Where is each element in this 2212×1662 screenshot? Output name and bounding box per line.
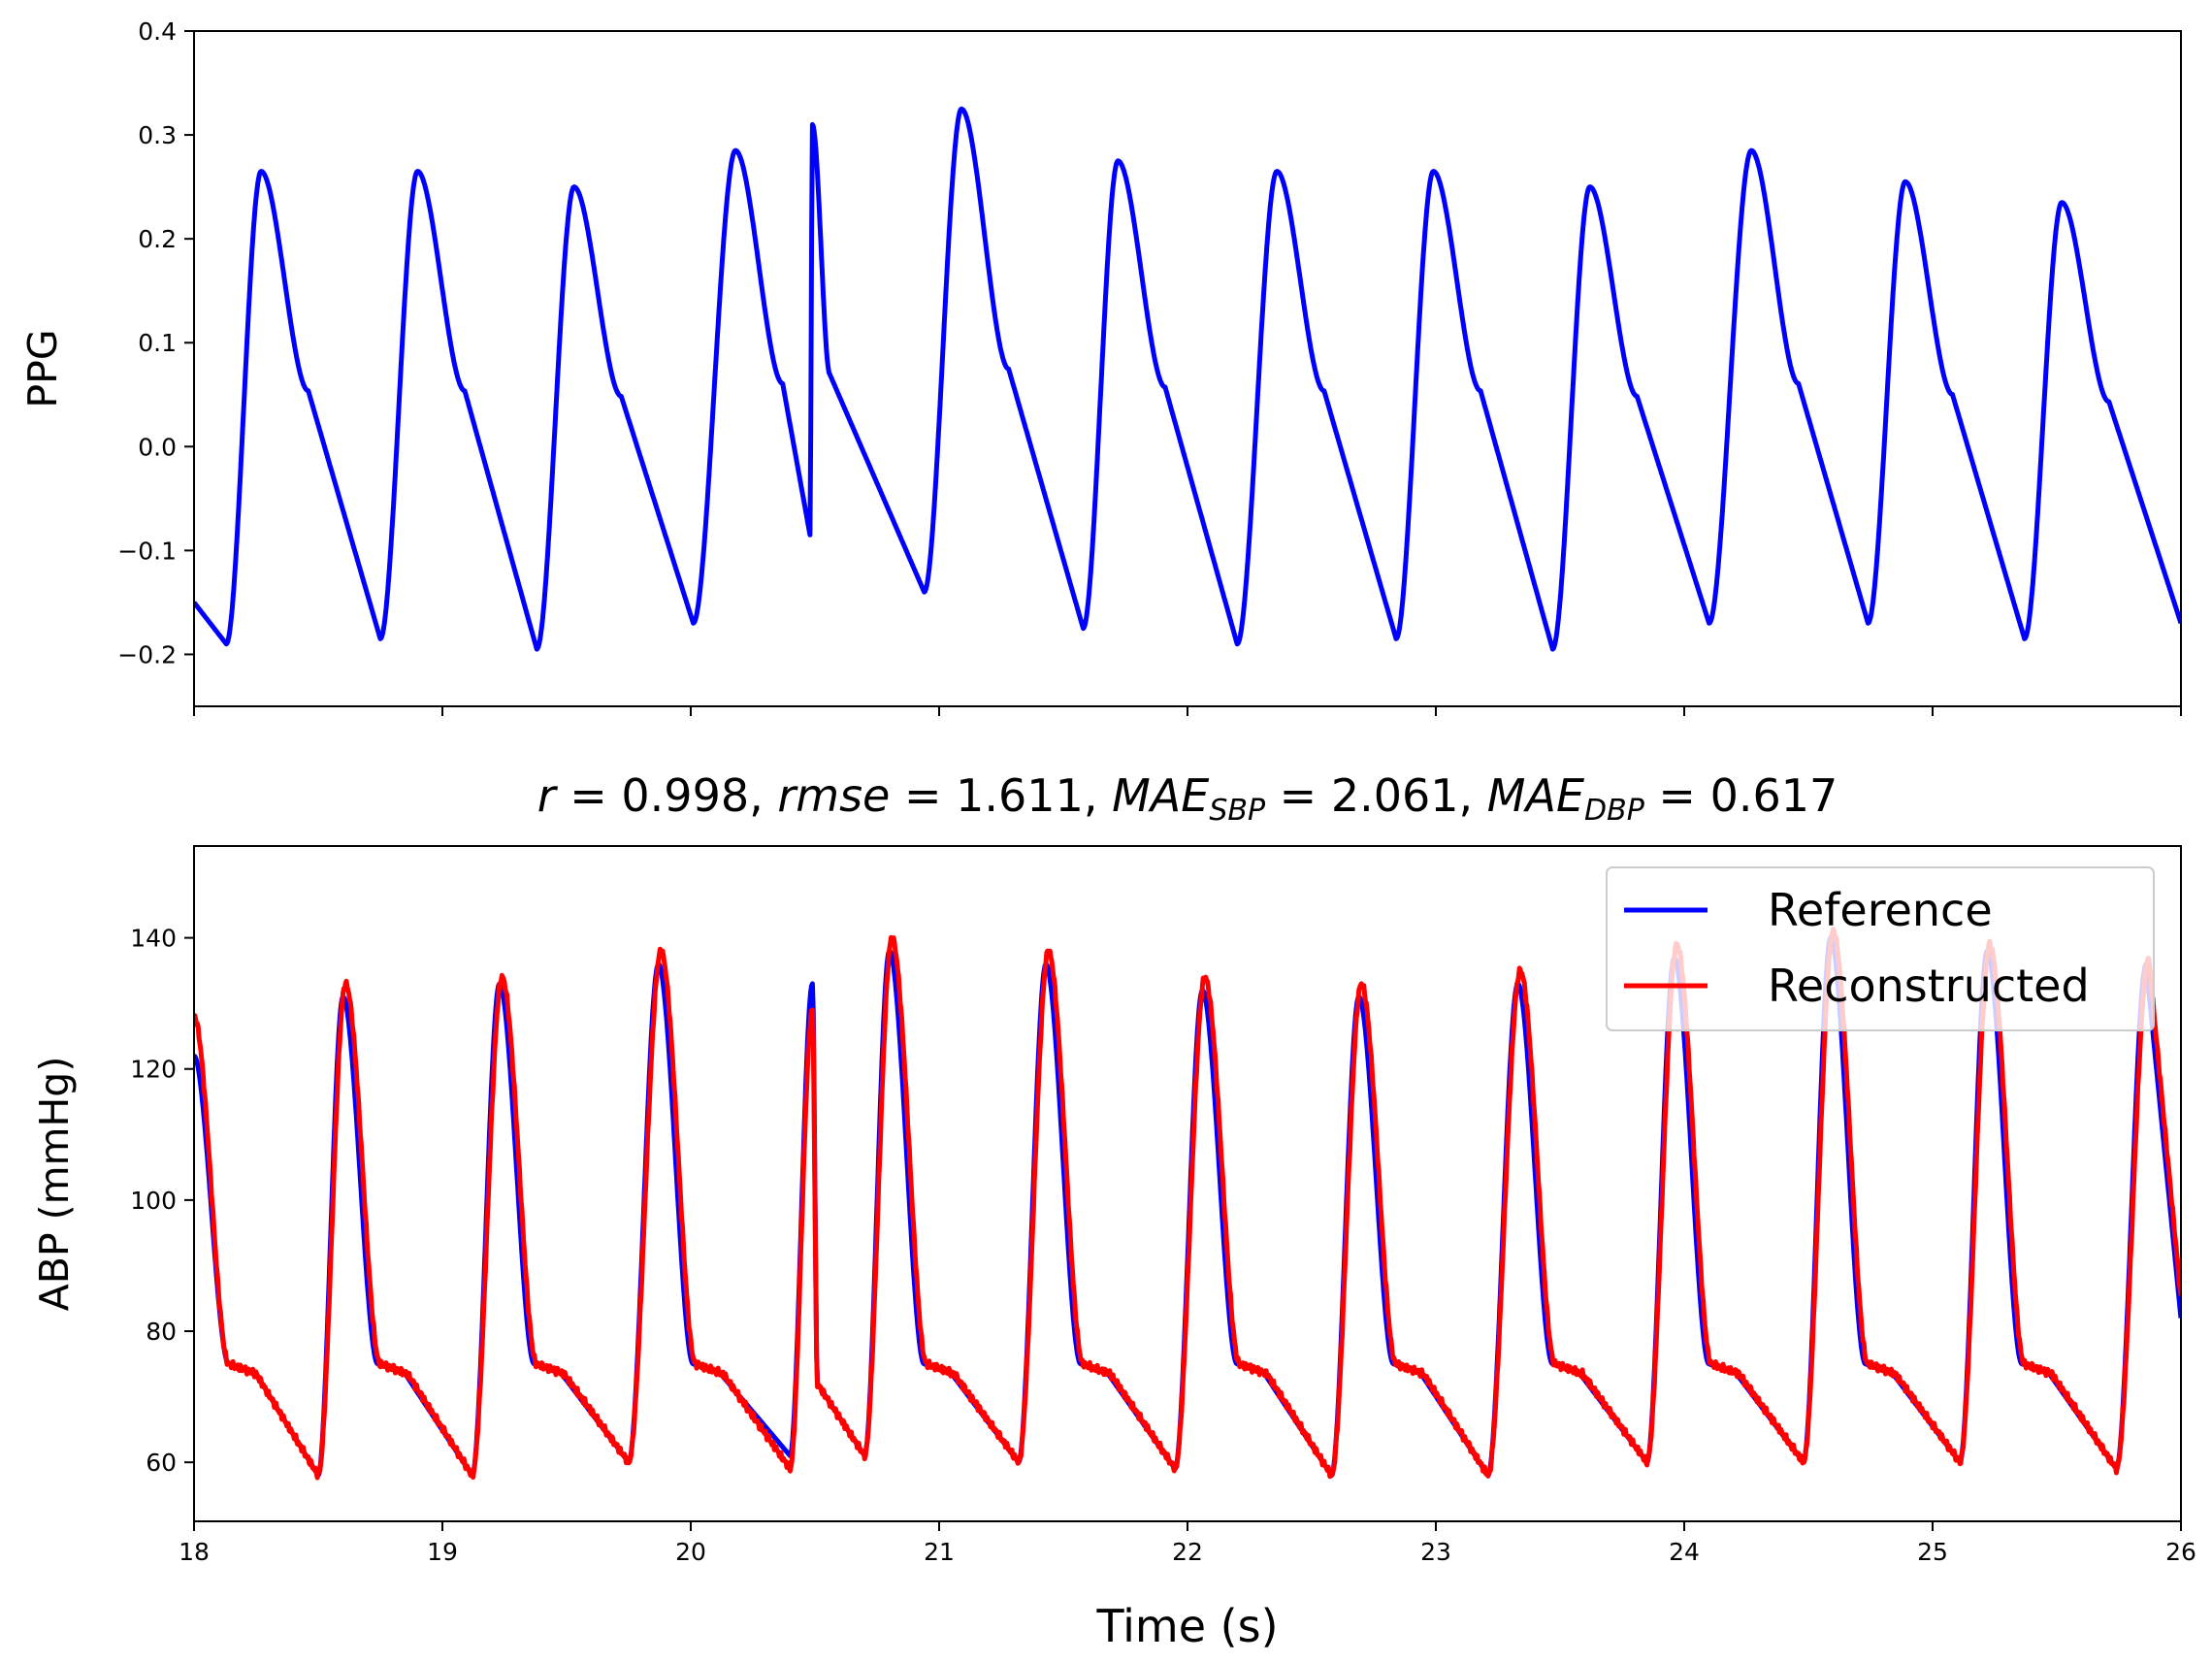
abp-ytick-label: 100	[130, 1187, 177, 1215]
abp-y-ticks: 60 80 100 120 140	[130, 925, 194, 1477]
ppg-ytick-label: −0.2	[117, 640, 177, 668]
ppg-ytick-label: 0.3	[138, 121, 177, 149]
ppg-ytick-label: 0.0	[138, 433, 177, 461]
metrics-title: r = 0.998, rmse = 1.611, MAESBP = 2.061,…	[537, 769, 1838, 828]
abp-y-axis-label: ABP (mmHg)	[31, 1057, 78, 1312]
title-r-label: r	[537, 769, 559, 822]
abp-xtick-label: 23	[1420, 1538, 1451, 1566]
abp-ytick-label: 80	[146, 1318, 177, 1346]
ppg-ytick-label: −0.1	[117, 537, 177, 565]
series-line-ppg	[194, 106, 2181, 652]
title-mae-sbp-label: MAE	[1112, 769, 1209, 822]
x-axis-label: Time (s)	[1095, 1600, 1278, 1652]
title-r-value: = 0.998,	[556, 769, 778, 822]
abp-panel: 60 80 100 120 140 18 19 20 21 22 23 24 25 26 ABP (mm…	[31, 845, 2196, 1652]
abp-ytick-label: 60	[146, 1449, 177, 1477]
abp-xtick-label: 21	[924, 1538, 955, 1566]
legend-box	[1606, 866, 2155, 1031]
ppg-ytick-label: 0.4	[138, 17, 177, 46]
title-sbp-value: = 2.061,	[1265, 769, 1487, 822]
abp-ytick-label: 140	[130, 925, 177, 953]
abp-xtick-label: 22	[1172, 1538, 1203, 1566]
abp-xtick-label: 24	[1669, 1538, 1700, 1566]
title-rmse-value: = 1.611,	[890, 769, 1112, 822]
title-dbp-subscript: DBP	[1584, 794, 1645, 828]
title-rmse-label: rmse	[777, 769, 890, 822]
title-mae-dbp-label: MAE	[1487, 769, 1584, 822]
abp-x-ticks: 18 19 20 21 22 23 24 25 26	[179, 1521, 2196, 1566]
ppg-x-ticks	[193, 706, 2182, 716]
abp-xtick-label: 18	[179, 1538, 210, 1566]
legend-reference-label: Reference	[1768, 884, 1993, 936]
abp-xtick-label: 19	[427, 1538, 458, 1566]
legend-reconstructed-label: Reconstructed	[1768, 960, 2090, 1012]
series-line-reconstructed	[194, 927, 2181, 1481]
ppg-series-group	[194, 106, 2181, 652]
ppg-y-ticks: −0.2 −0.1 0.0 0.1 0.2 0.3 0.4	[117, 17, 194, 668]
abp-xtick-label: 26	[2165, 1538, 2196, 1566]
abp-xtick-label: 20	[675, 1538, 706, 1566]
title-sbp-subscript: SBP	[1209, 794, 1266, 828]
ppg-y-axis-label: PPG	[19, 329, 66, 407]
ppg-ytick-label: 0.1	[138, 329, 177, 357]
legend: Reference Reconstructed	[1606, 866, 2155, 1031]
abp-series-group	[194, 927, 2181, 1481]
title-dbp-value: = 0.617	[1644, 769, 1838, 822]
abp-ytick-label: 120	[130, 1056, 177, 1084]
abp-xtick-label: 25	[1917, 1538, 1948, 1566]
ppg-panel: −0.2 −0.1 0.0 0.1 0.2 0.3 0.4 PPG	[19, 17, 2182, 716]
ppg-ytick-label: 0.2	[138, 225, 177, 253]
